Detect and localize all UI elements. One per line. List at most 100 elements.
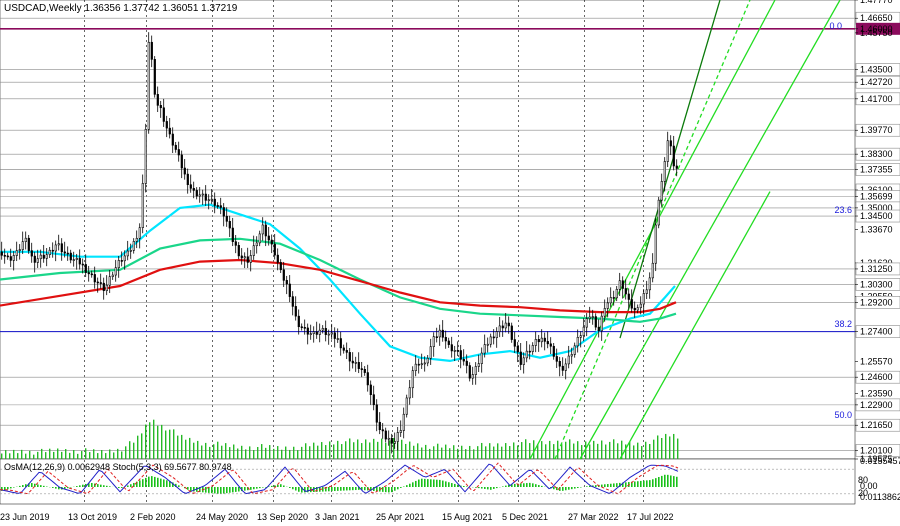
osma-bar bbox=[334, 487, 336, 492]
candle-body bbox=[465, 360, 468, 366]
volume-bar bbox=[205, 442, 207, 459]
candle-body bbox=[660, 181, 663, 201]
osma-bar bbox=[616, 483, 618, 487]
candle-body bbox=[561, 365, 564, 371]
volume-bar bbox=[121, 451, 123, 459]
volume-bar bbox=[557, 440, 559, 459]
volume-bar bbox=[617, 443, 619, 459]
volume-bar bbox=[509, 446, 511, 459]
candle-body bbox=[54, 244, 57, 252]
candle-body bbox=[375, 404, 378, 423]
osma-bar bbox=[58, 487, 60, 490]
volume-bar bbox=[129, 441, 131, 459]
volume-bar bbox=[81, 451, 83, 459]
osma-bar bbox=[526, 483, 528, 487]
candle-body bbox=[192, 188, 195, 191]
candle-body bbox=[129, 250, 132, 252]
candle-body bbox=[468, 365, 471, 379]
y-tick-label: 1.29200 bbox=[860, 297, 893, 307]
resistance-price-box bbox=[856, 22, 900, 35]
osma-bar bbox=[274, 485, 276, 487]
volume-bar bbox=[417, 443, 419, 459]
volume-bar bbox=[401, 439, 403, 459]
volume-bar bbox=[593, 440, 595, 459]
candle-body bbox=[120, 260, 123, 262]
osma-bar bbox=[40, 485, 42, 487]
candle-body bbox=[585, 318, 588, 328]
candle-body bbox=[132, 241, 135, 251]
candle-body bbox=[276, 254, 279, 263]
candle-body bbox=[213, 198, 216, 206]
osma-bar bbox=[613, 483, 615, 487]
candle-body bbox=[243, 256, 246, 259]
volume-bar bbox=[269, 445, 271, 459]
volume-bar bbox=[197, 440, 199, 459]
volume-bar bbox=[253, 450, 255, 459]
y-tick-label: 1.30300 bbox=[860, 279, 893, 289]
candle-body bbox=[60, 243, 63, 253]
osma-bar bbox=[166, 480, 168, 487]
osma-bar bbox=[556, 487, 558, 491]
fib-label-38-2: 38.2 bbox=[834, 319, 852, 329]
osma-bar bbox=[169, 481, 171, 487]
candle-body bbox=[348, 352, 351, 362]
candle-body bbox=[147, 41, 150, 130]
candle-body bbox=[96, 281, 99, 284]
osma-bar bbox=[226, 487, 228, 494]
candle-body bbox=[606, 302, 609, 309]
candle-body bbox=[336, 338, 339, 340]
osma-bar bbox=[433, 479, 435, 487]
y-tick-label: 1.22900 bbox=[860, 400, 893, 410]
candle-body bbox=[12, 255, 15, 261]
osma-bar bbox=[280, 484, 282, 487]
osma-bar bbox=[361, 487, 363, 490]
osma-bar bbox=[517, 483, 519, 487]
volume-bar bbox=[361, 443, 363, 459]
candle-body bbox=[111, 274, 114, 277]
volume-bar bbox=[613, 439, 615, 459]
volume-bar bbox=[137, 435, 139, 459]
candle-body bbox=[489, 336, 492, 345]
candle-body bbox=[156, 94, 159, 106]
osma-bar bbox=[619, 482, 621, 487]
volume-bar bbox=[485, 446, 487, 459]
y-tick-label: 1.35000 bbox=[860, 203, 893, 213]
x-tick-label: 3 Jan 2021 bbox=[315, 512, 360, 522]
osma-bar bbox=[481, 487, 483, 489]
candle-body bbox=[339, 338, 342, 349]
volume-bar bbox=[629, 441, 631, 459]
volume-bar bbox=[545, 444, 547, 459]
candle-body bbox=[258, 233, 261, 244]
candle-body bbox=[510, 325, 513, 340]
candle-body bbox=[66, 252, 69, 255]
osma-bar bbox=[532, 483, 534, 487]
candle-body bbox=[327, 333, 330, 336]
candle-body bbox=[6, 255, 9, 258]
osma-bar bbox=[352, 487, 354, 491]
osma-bar bbox=[601, 484, 603, 487]
osma-bar bbox=[511, 484, 513, 487]
candle-body bbox=[552, 345, 555, 357]
volume-bar bbox=[133, 442, 135, 459]
volume-bar bbox=[61, 451, 63, 459]
volume-bar bbox=[325, 445, 327, 459]
candle-body bbox=[441, 329, 444, 338]
volume-bar bbox=[421, 447, 423, 459]
volume-bar bbox=[25, 453, 27, 459]
osma-bar bbox=[418, 479, 420, 487]
y-tick-label: 1.38300 bbox=[860, 149, 893, 159]
ema-slow-line bbox=[0, 258, 677, 314]
candle-body bbox=[600, 315, 603, 332]
volume-bar bbox=[117, 448, 119, 459]
candle-body bbox=[525, 350, 528, 359]
candle-body bbox=[306, 327, 309, 335]
osma-bar bbox=[346, 487, 348, 491]
candle-body bbox=[378, 421, 381, 430]
candle-body bbox=[234, 241, 237, 246]
volume-bar bbox=[573, 443, 575, 459]
volume-bar bbox=[357, 439, 359, 459]
osma-bar bbox=[229, 487, 231, 493]
osma-bar bbox=[151, 476, 153, 487]
osma-bar bbox=[97, 484, 99, 487]
